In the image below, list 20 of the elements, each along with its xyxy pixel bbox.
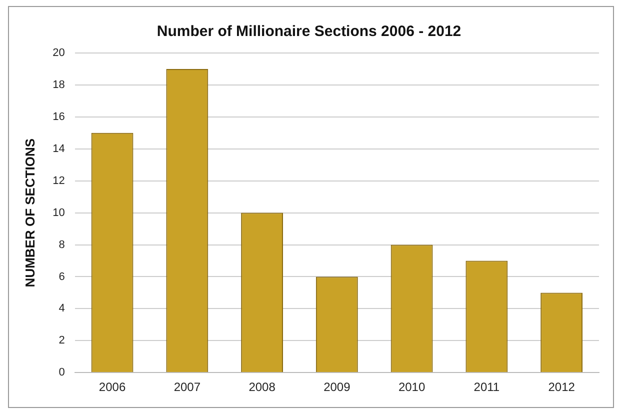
x-tick-label: 2009: [324, 380, 351, 394]
x-tick-label: 2011: [474, 380, 500, 394]
y-tick-label: 14: [52, 142, 65, 155]
y-tick-label: 6: [58, 270, 65, 283]
x-tick-label: 2007: [174, 380, 201, 394]
y-tick-label: 20: [52, 47, 65, 60]
chart-title: Number of Millionaire Sections 2006 - 2012: [156, 23, 462, 40]
y-tick-label: 16: [52, 110, 65, 123]
x-tick-label: 2006: [98, 380, 126, 394]
y-tick-label: 2: [58, 334, 65, 347]
y-tick-label: 0: [58, 366, 65, 379]
y-tick-label: 8: [58, 238, 65, 251]
y-tick-label: 10: [52, 206, 65, 219]
y-tick-label: 12: [52, 174, 65, 187]
x-tick-label: 2010: [398, 380, 426, 394]
x-tick-label: 2012: [548, 380, 576, 394]
y-tick-label: 4: [58, 302, 65, 315]
x-tick-label: 2008: [248, 380, 276, 394]
y-axis-title: NUMBER OF SECTIONS: [22, 138, 38, 288]
y-tick-label: 18: [52, 78, 65, 91]
